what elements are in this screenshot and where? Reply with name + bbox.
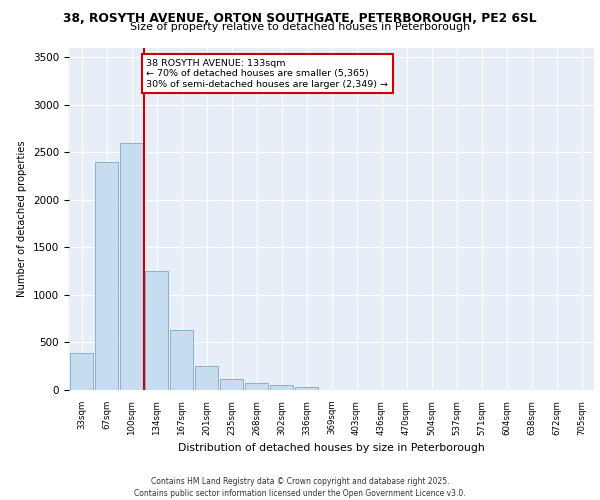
Bar — [119, 142, 143, 390]
Bar — [95, 162, 118, 390]
Bar — [295, 387, 319, 390]
Y-axis label: Number of detached properties: Number of detached properties — [17, 140, 28, 297]
Bar — [245, 384, 268, 390]
Bar — [170, 330, 193, 390]
Bar — [70, 353, 94, 390]
Text: 38 ROSYTH AVENUE: 133sqm
← 70% of detached houses are smaller (5,365)
30% of sem: 38 ROSYTH AVENUE: 133sqm ← 70% of detach… — [146, 59, 389, 88]
Text: 38, ROSYTH AVENUE, ORTON SOUTHGATE, PETERBOROUGH, PE2 6SL: 38, ROSYTH AVENUE, ORTON SOUTHGATE, PETE… — [63, 12, 537, 26]
Text: Contains HM Land Registry data © Crown copyright and database right 2025.
Contai: Contains HM Land Registry data © Crown c… — [134, 476, 466, 498]
Bar — [194, 366, 218, 390]
Bar — [145, 271, 169, 390]
Bar — [269, 385, 293, 390]
X-axis label: Distribution of detached houses by size in Peterborough: Distribution of detached houses by size … — [178, 443, 485, 453]
Text: Size of property relative to detached houses in Peterborough: Size of property relative to detached ho… — [130, 22, 470, 32]
Bar — [220, 378, 244, 390]
